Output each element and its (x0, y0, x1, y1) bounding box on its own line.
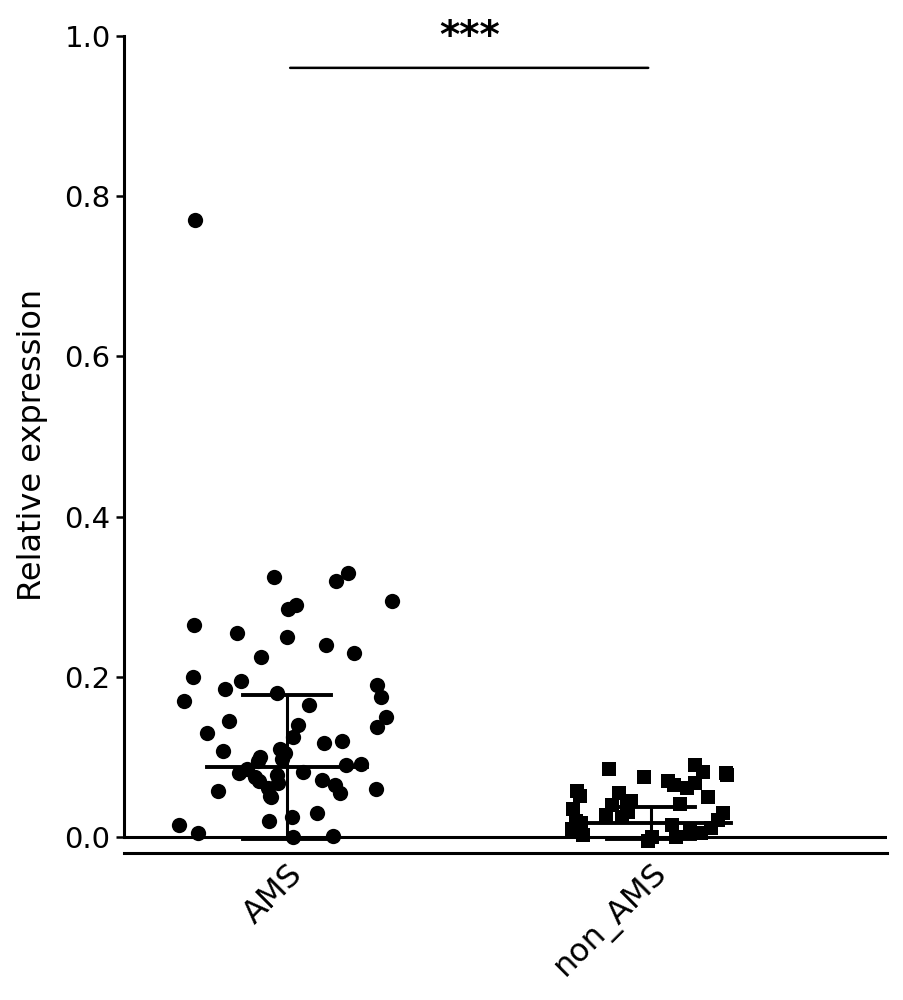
Point (715, 805, 730, 821)
Point (346, 645, 360, 661)
Point (645, 829, 659, 845)
Point (339, 757, 353, 773)
Point (263, 788, 277, 804)
Point (261, 780, 275, 796)
Point (353, 756, 368, 772)
Point (270, 767, 284, 783)
Point (718, 765, 732, 781)
Point (239, 761, 254, 777)
Point (636, 769, 650, 785)
Point (302, 697, 316, 713)
Point (610, 785, 625, 801)
Point (710, 812, 724, 828)
Point (678, 780, 693, 796)
Point (261, 813, 275, 829)
Point (200, 725, 214, 741)
Point (719, 767, 733, 783)
Point (295, 764, 310, 780)
Point (683, 823, 697, 839)
Point (564, 821, 579, 837)
Point (687, 757, 702, 773)
Point (275, 751, 289, 767)
Point (666, 777, 680, 793)
Point (252, 749, 266, 765)
Point (703, 820, 717, 836)
Point (695, 764, 710, 780)
Point (369, 677, 384, 693)
Point (325, 828, 340, 844)
Point (264, 789, 278, 805)
Point (247, 769, 262, 785)
Point (693, 825, 707, 841)
Point (601, 761, 616, 777)
Point (314, 772, 329, 788)
Text: ***: *** (438, 18, 499, 56)
Point (285, 829, 300, 845)
Point (619, 799, 633, 815)
Point (280, 601, 294, 617)
Point (374, 689, 388, 705)
Point (251, 753, 265, 769)
Point (569, 783, 583, 799)
Point (623, 793, 638, 809)
Point (598, 807, 612, 823)
Point (604, 797, 619, 813)
Point (291, 717, 305, 733)
Point (664, 817, 678, 833)
Point (176, 693, 191, 709)
Point (285, 729, 300, 745)
Point (668, 829, 683, 845)
Point (191, 825, 206, 841)
Point (218, 681, 232, 697)
Point (210, 783, 225, 799)
Point (254, 649, 268, 665)
Point (288, 597, 303, 613)
Point (278, 745, 293, 761)
Point (319, 637, 333, 653)
Point (172, 817, 186, 833)
Point (234, 673, 248, 689)
Point (568, 813, 582, 829)
Point (229, 625, 244, 641)
Point (280, 629, 294, 645)
Point (700, 789, 714, 805)
Point (231, 765, 246, 781)
Point (620, 804, 635, 820)
Point (266, 569, 281, 585)
Point (575, 827, 590, 843)
Point (328, 777, 342, 793)
Point (340, 565, 355, 581)
Point (221, 713, 236, 729)
Point (269, 685, 284, 701)
Point (252, 773, 266, 789)
Point (284, 809, 299, 825)
Point (640, 833, 655, 849)
Point (368, 781, 383, 797)
Point (329, 573, 343, 589)
Y-axis label: Relative expression: Relative expression (16, 289, 48, 601)
Point (188, 212, 202, 228)
Point (573, 815, 588, 831)
Point (216, 743, 230, 759)
Point (660, 773, 675, 789)
Point (309, 805, 323, 821)
Point (614, 809, 628, 825)
Point (332, 785, 347, 801)
Point (334, 733, 349, 749)
Point (317, 735, 331, 751)
Point (369, 719, 384, 735)
Point (187, 617, 201, 633)
Point (687, 775, 702, 791)
Point (564, 801, 579, 817)
Point (185, 669, 200, 685)
Point (573, 788, 587, 804)
Point (271, 775, 285, 791)
Point (672, 796, 686, 812)
Point (273, 741, 287, 757)
Point (384, 593, 398, 609)
Point (378, 709, 393, 725)
